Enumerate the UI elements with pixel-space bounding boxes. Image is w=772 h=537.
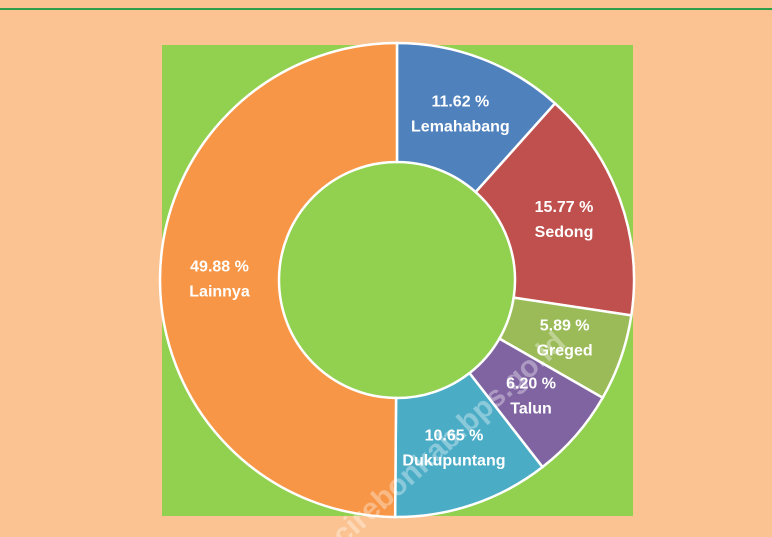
slices <box>158 41 636 519</box>
labels: 11.62 % Lemahabang 15.77 % Sedong 5.89 % Greg… <box>189 93 593 469</box>
value-label: 10.65 % <box>425 427 484 444</box>
value-label: 49.88 % <box>190 259 249 276</box>
category-label: Sedong <box>535 224 594 241</box>
slice <box>158 41 399 519</box>
value-label: 11.62 % <box>431 93 489 110</box>
slice <box>473 101 636 317</box>
top-rule <box>0 8 772 10</box>
value-label: 15.77 % <box>535 199 594 216</box>
value-label: 5.89 % <box>540 318 590 335</box>
category-label: Talun <box>510 401 551 418</box>
category-label: Dukupuntang <box>402 452 505 469</box>
category-label: Lainnya <box>189 284 250 301</box>
category-label: Lemahabang <box>411 118 510 135</box>
category-label: Greged <box>537 343 593 360</box>
value-label: 6.20 % <box>506 376 556 393</box>
